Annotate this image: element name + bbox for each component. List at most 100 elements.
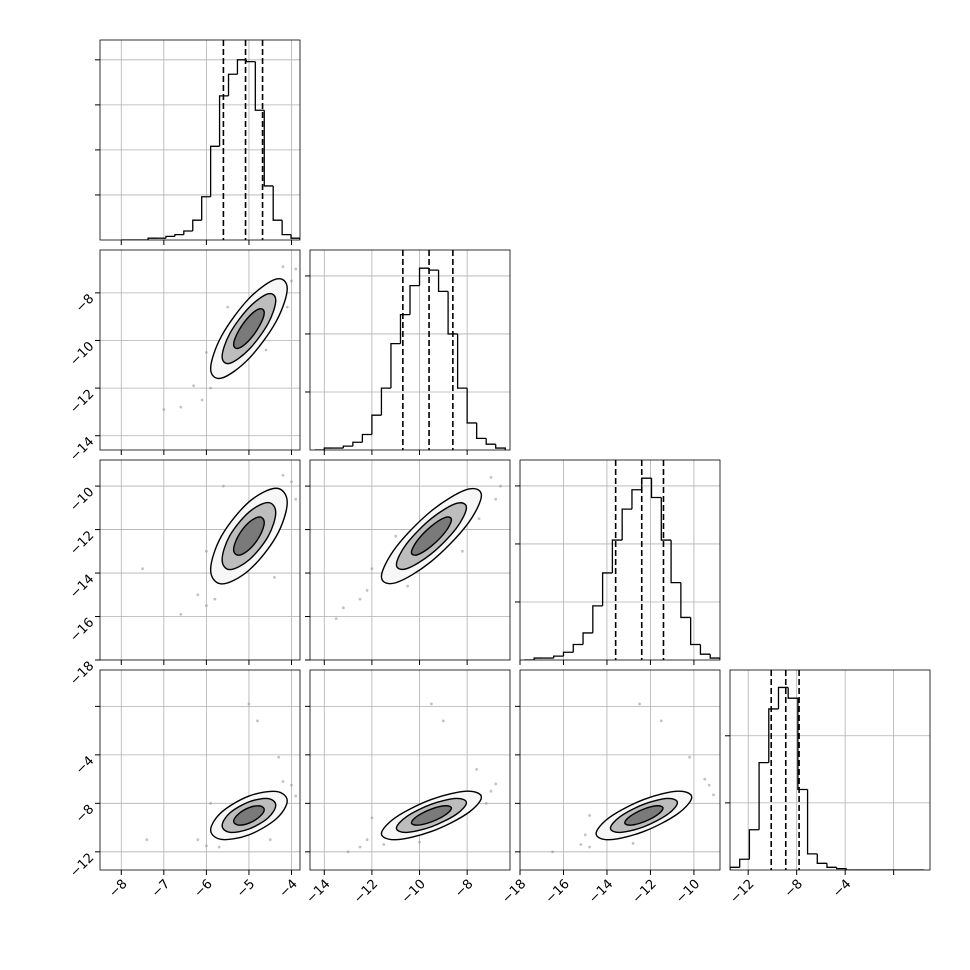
histogram-step (352, 441, 363, 447)
scatter-point (484, 801, 488, 805)
scatter-point (264, 348, 268, 352)
scatter-point (247, 702, 251, 706)
scatter-point (358, 597, 362, 601)
scatter-point (204, 844, 208, 848)
histogram-step (272, 185, 283, 221)
scatter-point (196, 838, 200, 842)
panel (100, 670, 300, 870)
scatter-point (204, 549, 208, 553)
histogram-step (361, 433, 372, 443)
scatter-point (290, 480, 293, 484)
histogram-step (227, 73, 238, 96)
panel-frame (729, 669, 931, 871)
panel-frame (99, 249, 301, 451)
scatter-point (688, 755, 691, 759)
histogram-step (409, 284, 420, 315)
scatter-point (551, 850, 555, 854)
scatter-point (499, 484, 502, 488)
scatter-point (460, 549, 464, 553)
histogram-step (768, 708, 779, 763)
scatter-point (358, 845, 362, 849)
scatter-point (204, 350, 208, 354)
contour (410, 516, 453, 556)
histogram-step (263, 110, 274, 187)
panel-frame (99, 669, 301, 871)
histogram-step (456, 333, 468, 389)
scatter-point (209, 386, 213, 390)
histogram-step (601, 572, 613, 606)
histogram-step (739, 858, 750, 868)
scatter-point (281, 265, 285, 269)
histogram-step (201, 196, 211, 221)
histogram-step (290, 234, 300, 240)
scatter-point (631, 841, 635, 845)
panel-frame (519, 669, 721, 871)
histogram-step (621, 508, 632, 541)
scatter-point (588, 845, 591, 849)
panel-frame (99, 39, 301, 241)
histogram-step (323, 447, 334, 450)
scatter-point (370, 567, 374, 571)
scatter-point (406, 584, 410, 588)
scatter-point (489, 475, 493, 479)
panel-frame (309, 459, 511, 661)
histogram-step (533, 657, 544, 660)
scatter-point (209, 801, 213, 805)
scatter-point (145, 838, 149, 842)
scatter-point (707, 783, 711, 787)
scatter-point (475, 767, 479, 771)
scatter-point (281, 780, 285, 783)
scatter-point (222, 484, 225, 488)
histogram-step (390, 342, 401, 389)
panel (310, 250, 510, 450)
panel (520, 460, 720, 660)
scatter-point (268, 838, 272, 842)
scatter-point (365, 589, 369, 592)
histogram-step (748, 829, 760, 860)
histogram-step (209, 145, 220, 197)
histogram-step (611, 539, 623, 573)
scatter-point (477, 517, 481, 521)
scatter-point (638, 702, 641, 706)
histogram-step (183, 230, 193, 235)
scatter-point (179, 612, 183, 616)
panel (100, 40, 300, 240)
histogram-step (437, 270, 449, 293)
histogram-step (806, 789, 818, 855)
histogram-step (447, 291, 458, 335)
scatter-point (277, 755, 281, 759)
contour (624, 805, 664, 826)
contour (232, 516, 265, 556)
scatter-point (256, 719, 259, 723)
scatter-point (213, 597, 217, 601)
histogram-step (582, 632, 593, 645)
panel (310, 670, 510, 870)
scatter-point (273, 575, 276, 579)
scatter-point (204, 604, 208, 608)
scatter-point (290, 279, 293, 283)
scatter-point (346, 850, 350, 854)
histogram-step (758, 761, 769, 830)
histogram-step (699, 644, 711, 655)
panel (310, 460, 510, 660)
scatter-point (294, 497, 298, 501)
histogram-step (147, 237, 158, 240)
scatter-point (489, 789, 493, 793)
scatter-point (294, 267, 298, 271)
histogram-step (399, 313, 410, 344)
scatter-point (382, 843, 386, 846)
scatter-point (703, 777, 707, 781)
scatter-point (294, 794, 298, 798)
scatter-point (290, 783, 293, 787)
histogram-step (562, 651, 574, 657)
scatter-point (430, 702, 433, 706)
histogram-step (380, 387, 391, 416)
histogram-step (670, 540, 681, 584)
scatter-point (334, 617, 338, 621)
scatter-point (712, 793, 715, 797)
scatter-point (588, 814, 591, 817)
scatter-point (217, 845, 221, 849)
panel-frame (99, 459, 301, 661)
scatter-point (418, 840, 421, 844)
